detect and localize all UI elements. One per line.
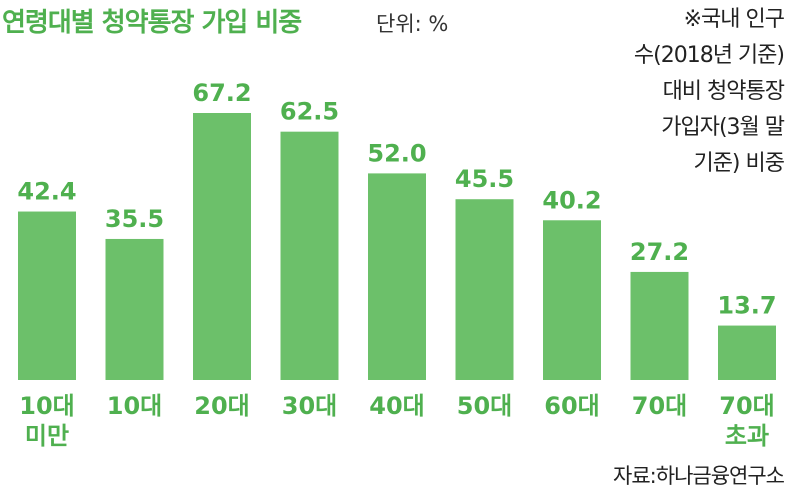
data-label: 13.7 <box>717 292 776 320</box>
category-label: 40대 <box>369 392 424 420</box>
data-label: 52.0 <box>367 139 426 167</box>
bar <box>543 220 601 380</box>
footnote-line: 기준) 비중 <box>693 151 785 176</box>
data-label: 35.5 <box>105 205 164 233</box>
data-label: 45.5 <box>455 165 514 193</box>
footnote-line: ※국내 인구 <box>683 7 785 32</box>
data-label: 42.4 <box>17 178 76 206</box>
source-label: 자료:하나금융연구소 <box>613 464 785 488</box>
category-label: 30대 <box>282 392 337 420</box>
bar <box>368 173 426 380</box>
unit-label: 단위: % <box>376 12 449 36</box>
footnote-line: 대비 청약통장 <box>662 79 785 104</box>
category-label: 10대 <box>19 392 74 420</box>
category-label: 60대 <box>544 392 599 420</box>
data-label: 62.5 <box>280 98 339 126</box>
chart-title: 연령대별 청약통장 가입 비중 <box>2 8 302 38</box>
data-label: 40.2 <box>542 186 601 214</box>
footnote-line: 가입자(3월 말 <box>661 115 785 140</box>
footnote: ※국내 인구 수(2018년 기준) 대비 청약통장 가입자(3월 말 기준) … <box>633 2 785 182</box>
category-label: 미만 <box>25 422 69 450</box>
category-label: 초과 <box>725 422 769 450</box>
category-label: 50대 <box>457 392 512 420</box>
bar <box>280 131 339 380</box>
bar <box>193 113 251 380</box>
category-label: 70대 <box>719 392 774 420</box>
category-label: 70대 <box>632 392 687 420</box>
data-label: 67.2 <box>192 79 251 107</box>
bar <box>718 325 776 380</box>
footnote-line: 수(2018년 기준) <box>633 43 785 68</box>
bar <box>18 211 76 380</box>
bar <box>105 238 164 380</box>
data-label: 27.2 <box>630 238 689 266</box>
bar <box>455 199 514 380</box>
bar <box>630 271 689 380</box>
category-label: 20대 <box>194 392 249 420</box>
category-label: 10대 <box>107 392 162 420</box>
